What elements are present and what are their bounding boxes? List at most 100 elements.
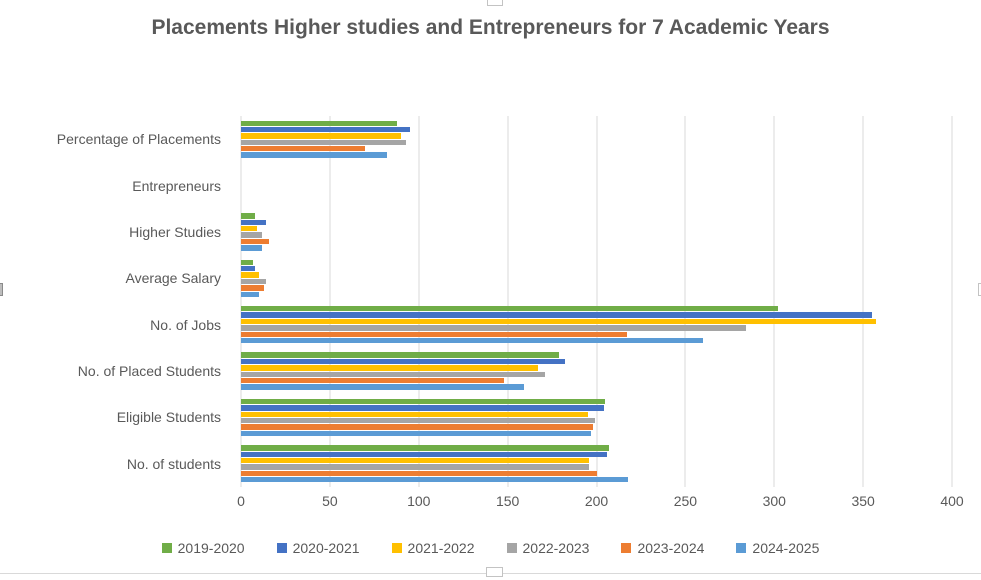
bar-2023-2024[interactable] (241, 424, 593, 430)
gridline-250 (684, 116, 686, 487)
x-axis-tick-label: 350 (851, 493, 875, 509)
gridline-350 (862, 116, 864, 487)
resize-handle-right[interactable] (978, 283, 981, 296)
gridline-200 (596, 116, 597, 487)
bar-2020-2021[interactable] (241, 312, 872, 318)
category-label: Eligible Students (116, 409, 221, 426)
x-axis-tick-label: 400 (940, 493, 964, 509)
x-axis-tick-label: 100 (407, 493, 431, 509)
bar-2020-2021[interactable] (241, 451, 608, 457)
bar-2023-2024[interactable] (241, 470, 597, 477)
legend-swatch (161, 543, 172, 553)
bar-2024-2025[interactable] (241, 152, 387, 158)
legend-item-2020-2021[interactable]: 2020-2021 (276, 540, 360, 556)
category-row (241, 116, 952, 162)
legend-label: 2023-2024 (637, 540, 705, 556)
resize-handle-bottom[interactable] (486, 567, 503, 577)
bar-2021-2022[interactable] (241, 365, 538, 371)
bar-2023-2024[interactable] (241, 285, 265, 291)
bar-2024-2025[interactable] (241, 477, 629, 483)
bar-2020-2021[interactable] (241, 405, 604, 411)
category-row (241, 302, 952, 348)
category-label: Average Salary (125, 270, 221, 287)
bar-2022-2023[interactable] (241, 417, 595, 424)
legend-swatch (506, 543, 517, 553)
x-axis: 0 50 100 150 200 250 300 350 400 (237, 493, 964, 511)
bar-2024-2025[interactable] (241, 430, 592, 437)
legend-swatch (391, 543, 402, 553)
gridline-0 (240, 116, 242, 487)
legend-label: 2021-2022 (407, 540, 475, 556)
x-axis-tick-label: 50 (322, 493, 338, 509)
gridline-400 (951, 116, 953, 487)
x-axis-tick-label: 250 (673, 493, 698, 509)
bar-2020-2021[interactable] (241, 219, 266, 226)
bar-2021-2022[interactable] (241, 318, 876, 325)
bar-2019-2020[interactable] (241, 398, 606, 405)
legend-swatch (621, 543, 632, 553)
bar-2019-2020[interactable] (241, 306, 778, 312)
bar-2021-2022[interactable] (241, 133, 401, 139)
legend-label: 2024-2025 (752, 540, 820, 556)
bar-2023-2024[interactable] (241, 377, 505, 384)
bar-2023-2024[interactable] (241, 146, 366, 152)
bar-2022-2023[interactable] (241, 232, 263, 238)
resize-handle-left[interactable] (0, 283, 3, 296)
bar-2024-2025[interactable] (241, 245, 263, 251)
legend-item-2024-2025[interactable]: 2024-2025 (736, 540, 819, 556)
bar-2024-2025[interactable] (241, 384, 524, 390)
bar-2019-2020[interactable] (241, 120, 398, 126)
bar-2021-2022[interactable] (241, 457, 590, 464)
resize-handle-top[interactable] (487, 0, 503, 6)
bar-2021-2022[interactable] (241, 226, 257, 232)
bar-2024-2025[interactable] (241, 337, 704, 344)
x-axis-tick-label: 200 (584, 493, 609, 509)
chart-title[interactable]: Placements Higher studies and Entreprene… (151, 16, 830, 39)
bar-2023-2024[interactable] (241, 238, 270, 245)
category-row (241, 394, 952, 440)
legend-item-2021-2022[interactable]: 2021-2022 (391, 540, 475, 556)
category-row (241, 162, 952, 208)
legend-label: 2019-2020 (177, 540, 245, 556)
bar-2019-2020[interactable] (241, 213, 256, 219)
bar-2022-2023[interactable] (241, 464, 590, 470)
legend-item-2023-2024[interactable]: 2023-2024 (621, 540, 704, 556)
bar-2019-2020[interactable] (241, 259, 254, 266)
category-row (241, 348, 952, 394)
bar-2019-2020[interactable] (241, 445, 609, 451)
gridline-100 (418, 116, 420, 487)
category-label: Entrepreneurs (132, 177, 221, 194)
category-label: No. of students (126, 455, 221, 472)
legend-swatch (276, 543, 287, 553)
bar-2022-2023[interactable] (241, 278, 266, 285)
bar-2022-2023[interactable] (241, 325, 746, 331)
bar-2024-2025[interactable] (241, 291, 259, 297)
gridline-50 (329, 116, 331, 487)
gridline-300 (773, 116, 775, 487)
bar-2020-2021[interactable] (241, 266, 256, 272)
bar-2019-2020[interactable] (241, 352, 560, 358)
bar-rows (241, 116, 952, 487)
legend-item-2022-2023[interactable]: 2022-2023 (506, 540, 590, 556)
bar-2022-2023[interactable] (241, 371, 545, 377)
gridline-150 (507, 116, 509, 487)
bar-2020-2021[interactable] (241, 126, 410, 133)
bar-2021-2022[interactable] (241, 272, 259, 278)
legend-item-2019-2020[interactable]: 2019-2020 (161, 540, 245, 556)
x-axis-tick-label: 0 (237, 493, 245, 509)
legend: 2019-2020 2020-2021 2021-2022 2022-2023 2023… (0, 540, 981, 556)
bar-2022-2023[interactable] (241, 139, 407, 146)
y-axis-category-labels: Percentage of Placements Entrepreneurs Hig… (0, 116, 221, 487)
category-row (241, 255, 952, 301)
legend-label: 2022-2023 (522, 540, 590, 556)
category-row (241, 209, 952, 255)
category-label: No. of Placed Students (77, 363, 221, 380)
bar-2023-2024[interactable] (241, 331, 627, 337)
category-row (241, 441, 952, 487)
legend-label: 2020-2021 (292, 540, 360, 556)
plot-area[interactable] (240, 116, 953, 487)
x-axis-tick-label: 300 (762, 493, 786, 509)
bar-2021-2022[interactable] (241, 411, 588, 417)
bar-2020-2021[interactable] (241, 358, 565, 365)
